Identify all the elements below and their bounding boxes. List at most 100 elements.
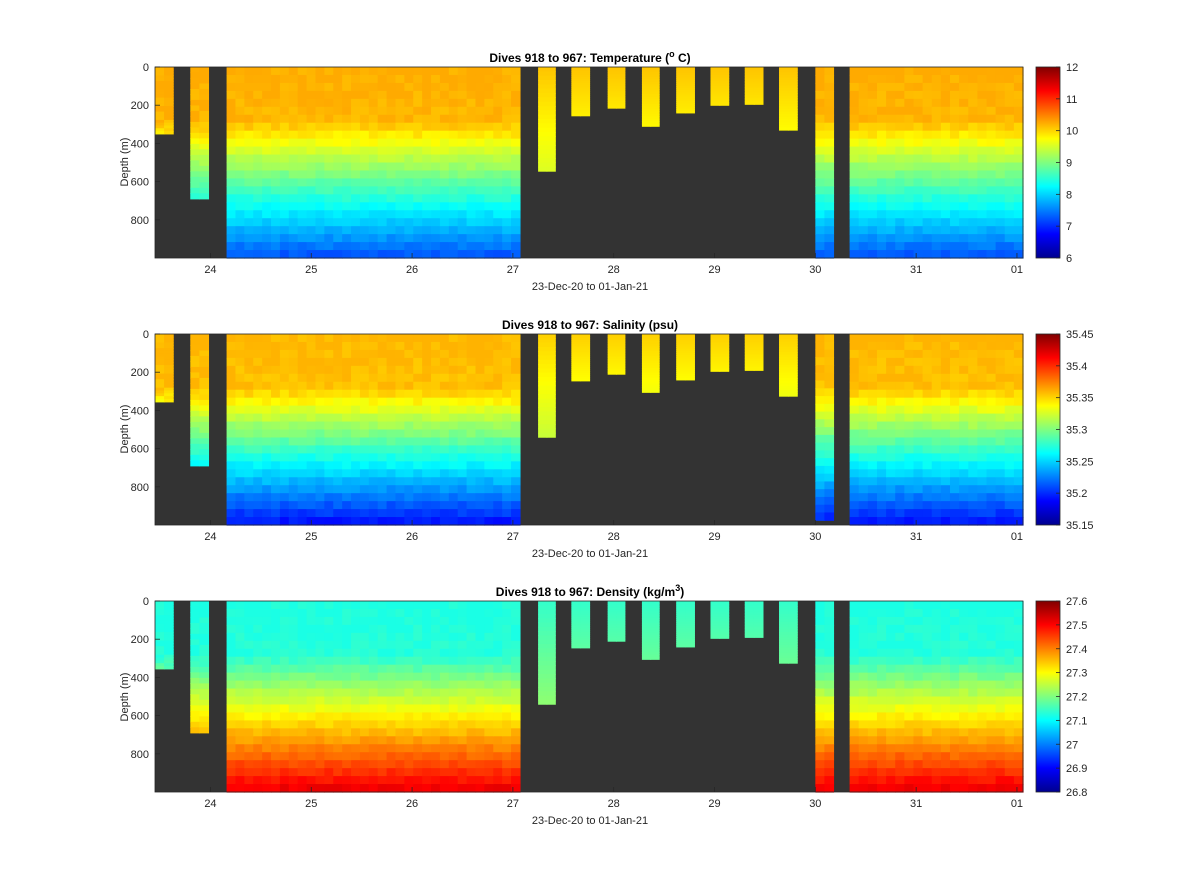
heatmap-cell (895, 218, 905, 227)
heatmap-cell (753, 346, 764, 349)
heatmap-cell (342, 242, 352, 251)
heatmap-cell (922, 405, 933, 415)
heatmap-cell (876, 242, 887, 251)
heatmap-cell (404, 736, 414, 745)
heatmap-cell (580, 634, 591, 637)
heatmap-cell (475, 365, 485, 375)
heatmap-cell (279, 67, 290, 76)
heatmap-cell (511, 720, 521, 729)
heatmap-cell (244, 74, 254, 84)
heatmap-cell (779, 88, 789, 92)
heatmap-cell (279, 341, 290, 351)
heatmap-cell (439, 250, 450, 259)
heatmap-cell (650, 353, 660, 357)
heatmap-cell (342, 445, 352, 454)
heatmap-cell (788, 114, 798, 118)
heatmap-cell (279, 74, 290, 84)
heatmap-cell (986, 82, 997, 92)
heatmap-cell (235, 680, 245, 690)
heatmap-cell (607, 334, 617, 337)
heatmap-cell (788, 339, 798, 343)
heatmap-cell (475, 664, 485, 674)
heatmap-cell (413, 405, 423, 415)
heatmap-cell (995, 437, 1006, 447)
heatmap-cell (448, 429, 459, 439)
heatmap-cell (940, 186, 951, 195)
heatmap-cell (895, 477, 905, 486)
heatmap-cell (351, 640, 361, 650)
heatmap-cell (315, 736, 325, 745)
heatmap-cell (297, 768, 308, 777)
heatmap-cell (493, 67, 503, 76)
heatmap-cell (788, 655, 798, 659)
heatmap-cell (876, 74, 887, 84)
heatmap-cell (546, 381, 556, 387)
heatmap-cell (959, 389, 969, 399)
heatmap-cell (650, 338, 660, 342)
heatmap-cell (262, 202, 272, 211)
heatmap-cell (977, 82, 988, 92)
heatmap-cell (475, 696, 485, 706)
heatmap-cell (368, 501, 379, 510)
heatmap-cell (448, 601, 459, 610)
heatmap-cell (279, 768, 290, 777)
heatmap-cell (849, 485, 860, 494)
heatmap-cell (199, 694, 210, 701)
heatmap-cell (342, 517, 352, 526)
heatmap-cell (968, 389, 978, 399)
heatmap-cell (342, 784, 352, 793)
heatmap-cell (650, 363, 660, 367)
heatmap-cell (788, 657, 798, 662)
heatmap-cell (650, 71, 660, 75)
heatmap-cell (858, 469, 869, 478)
heatmap-cell (849, 357, 860, 367)
heatmap-cell (710, 613, 721, 616)
heatmap-cell (235, 413, 245, 423)
heatmap-cell (788, 119, 798, 123)
heatmap-cell (288, 704, 299, 714)
heatmap-cell (940, 389, 951, 399)
heatmap-cell (959, 202, 969, 211)
heatmap-cell (546, 80, 556, 85)
heatmap-cell (502, 616, 512, 626)
heatmap-cell (466, 162, 477, 172)
heatmap-cell (788, 624, 798, 628)
heatmap-cell (395, 461, 405, 470)
heatmap-cell (413, 437, 423, 447)
heatmap-cell (253, 493, 263, 502)
heatmap-cell (342, 186, 352, 195)
heatmap-cell (306, 768, 317, 777)
heatmap-cell (279, 477, 290, 486)
heatmap-cell (511, 469, 521, 478)
heatmap-cell (288, 712, 299, 721)
heatmap-cell (262, 469, 272, 478)
heatmap-cell (867, 357, 878, 367)
heatmap-cell (368, 186, 379, 195)
heatmap-cell (1004, 226, 1015, 235)
heatmap-cell (719, 84, 730, 87)
heatmap-cell (616, 634, 626, 637)
heatmap-cell (297, 130, 308, 140)
heatmap-cell (977, 90, 988, 100)
heatmap-cell (439, 616, 450, 626)
heatmap-cell (262, 421, 272, 431)
heatmap-cell (484, 680, 494, 690)
heatmap-cell (493, 445, 503, 454)
heatmap-cell (359, 202, 370, 211)
heatmap-cell (886, 242, 896, 251)
heatmap-cell (226, 218, 237, 227)
heatmap-cell (457, 736, 468, 745)
heatmap-cell (164, 356, 174, 361)
heatmap-cell (315, 728, 325, 737)
heatmap-cell (466, 178, 477, 187)
heatmap-cell (538, 398, 548, 404)
heatmap-cell (1013, 154, 1024, 164)
heatmap-cell (876, 493, 887, 502)
heatmap-cell (297, 218, 308, 227)
heatmap-cell (226, 170, 237, 180)
heatmap-cell (262, 485, 272, 494)
heatmap-cell (719, 92, 730, 95)
heatmap-cell (815, 98, 825, 108)
heatmap-cell (922, 82, 933, 92)
heatmap-cell (824, 419, 835, 428)
